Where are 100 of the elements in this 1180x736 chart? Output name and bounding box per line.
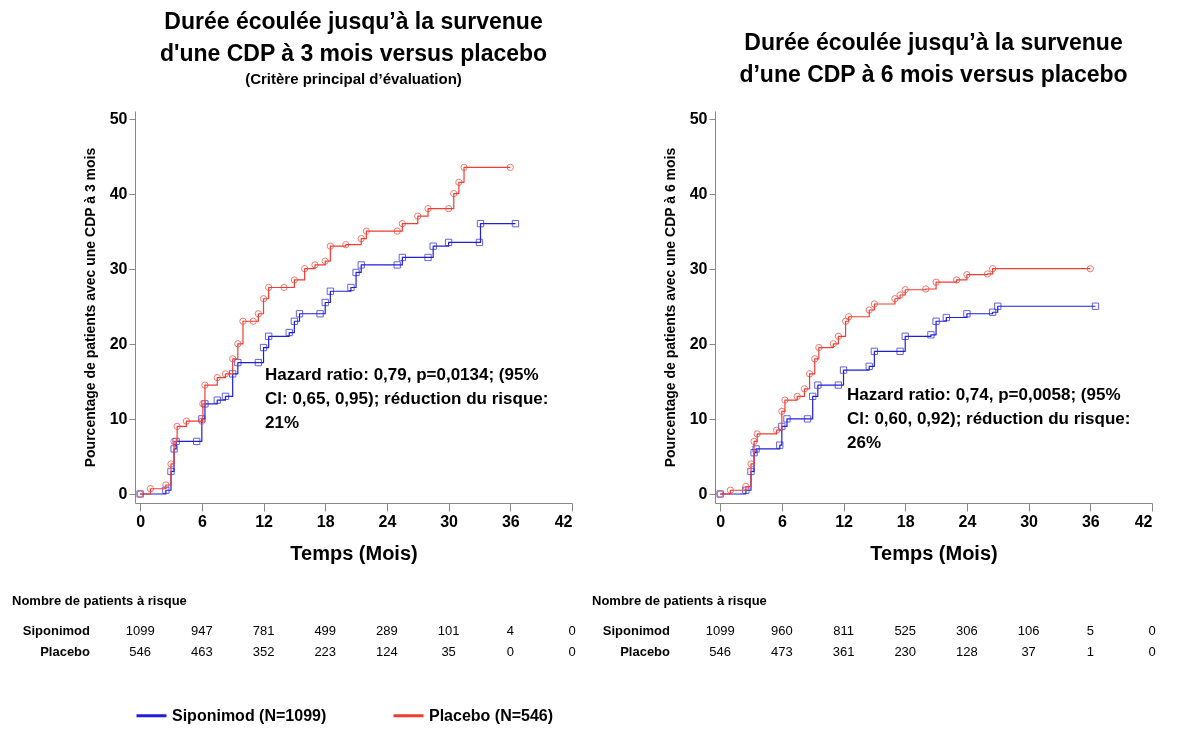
text: Nombre de patients à risque [12, 593, 187, 608]
point [778, 407, 786, 416]
text: 106 [1017, 623, 1040, 638]
text: 1099 [125, 623, 155, 638]
point [357, 235, 365, 243]
point [162, 481, 170, 489]
x-tick-label: 6 [777, 512, 787, 530]
point [229, 370, 237, 378]
chart-title: Durée écoulée jusqu’à la survenue d'une CDP à 3 mois versus placebo [159, 7, 548, 66]
point [424, 204, 432, 213]
point [747, 460, 755, 468]
text: 230 [894, 644, 917, 659]
point [393, 227, 401, 235]
point [295, 310, 304, 318]
point [146, 485, 155, 493]
y-tick-label: 0 [698, 485, 708, 503]
point [815, 343, 823, 352]
point [311, 261, 319, 269]
annotation: Hazard ratio: 0,79, p=0,0134; (95% Cl: 0,65, 0,95); réduction du risque: 21% [265, 365, 549, 432]
y-tick-label: 40 [109, 185, 128, 203]
point [167, 460, 175, 468]
x-tick-label: 6 [197, 512, 207, 530]
x-tick-label: 12 [255, 512, 274, 530]
point [290, 317, 299, 325]
point [221, 392, 230, 401]
x-tick-label: 12 [835, 512, 854, 530]
text: 811 [833, 623, 854, 638]
point [254, 310, 263, 318]
y-tick-label: 30 [689, 260, 708, 278]
point [398, 253, 406, 262]
point [321, 298, 329, 307]
point [444, 238, 453, 247]
y-tick-label: 0 [118, 485, 128, 503]
point [239, 317, 247, 325]
text: 0 [568, 623, 576, 638]
x-axis-title: Temps (Mois) [870, 541, 998, 564]
point [301, 265, 309, 273]
point [963, 310, 971, 318]
point [285, 328, 293, 337]
text: Placebo [40, 644, 91, 659]
text: 101 [437, 623, 460, 638]
point [750, 437, 758, 446]
text: 289 [376, 623, 398, 638]
text: 0 [506, 644, 514, 659]
text: 947 [190, 623, 213, 638]
chart-subtitle: (Critère principal d’évaluation) [245, 69, 462, 87]
point [321, 257, 329, 265]
point [213, 373, 221, 382]
text: 0 [1148, 623, 1156, 638]
chart-title: Durée écoulée jusqu’à la survenue d’une CDP à 6 mois versus placebo [739, 28, 1128, 87]
text: Nombre de patients à risque [592, 593, 767, 608]
point [290, 276, 299, 284]
legend-label: Placebo (N=546) [429, 706, 554, 724]
point [182, 417, 191, 425]
point [201, 381, 209, 389]
x-tick-label: 30 [1020, 512, 1039, 530]
text: 473 [770, 644, 793, 659]
point [444, 204, 453, 213]
point [326, 287, 335, 295]
point [932, 317, 940, 325]
y-tick-label: 50 [689, 110, 708, 128]
point [901, 332, 909, 340]
point [193, 437, 201, 446]
point [450, 189, 458, 198]
point [800, 385, 809, 393]
text: 124 [376, 644, 398, 659]
point [265, 283, 273, 292]
text: Siponimod [602, 623, 671, 638]
point [254, 358, 263, 367]
text: 35 [441, 644, 456, 659]
text: Placebo [620, 644, 671, 659]
x-tick-label: 18 [896, 512, 915, 530]
point [793, 392, 801, 401]
point [747, 467, 755, 476]
point [424, 253, 432, 262]
point [221, 370, 230, 378]
text: 960 [770, 623, 793, 638]
text: 1 [1086, 644, 1094, 659]
point [896, 347, 904, 355]
point [173, 422, 181, 431]
y-tick-label: 50 [109, 110, 128, 128]
x-tick-label: 24 [378, 512, 397, 530]
point [773, 426, 781, 434]
x-tick-label: 36 [501, 512, 520, 530]
point [167, 467, 175, 476]
text: 781 [252, 623, 275, 638]
y-axis-title: Pourcentage de patients avec une CDP à 3 mois [81, 147, 98, 468]
point [845, 313, 853, 321]
point [393, 261, 401, 269]
point [870, 347, 879, 355]
x-tick-label: 0 [136, 512, 146, 530]
text: 223 [314, 644, 337, 659]
point [234, 358, 242, 367]
x-tick-label: 18 [316, 512, 335, 530]
x-axis-title: Temps (Mois) [290, 541, 418, 564]
point [922, 285, 930, 293]
point [750, 449, 758, 457]
point [870, 300, 879, 308]
point [357, 261, 365, 269]
point [362, 227, 371, 235]
